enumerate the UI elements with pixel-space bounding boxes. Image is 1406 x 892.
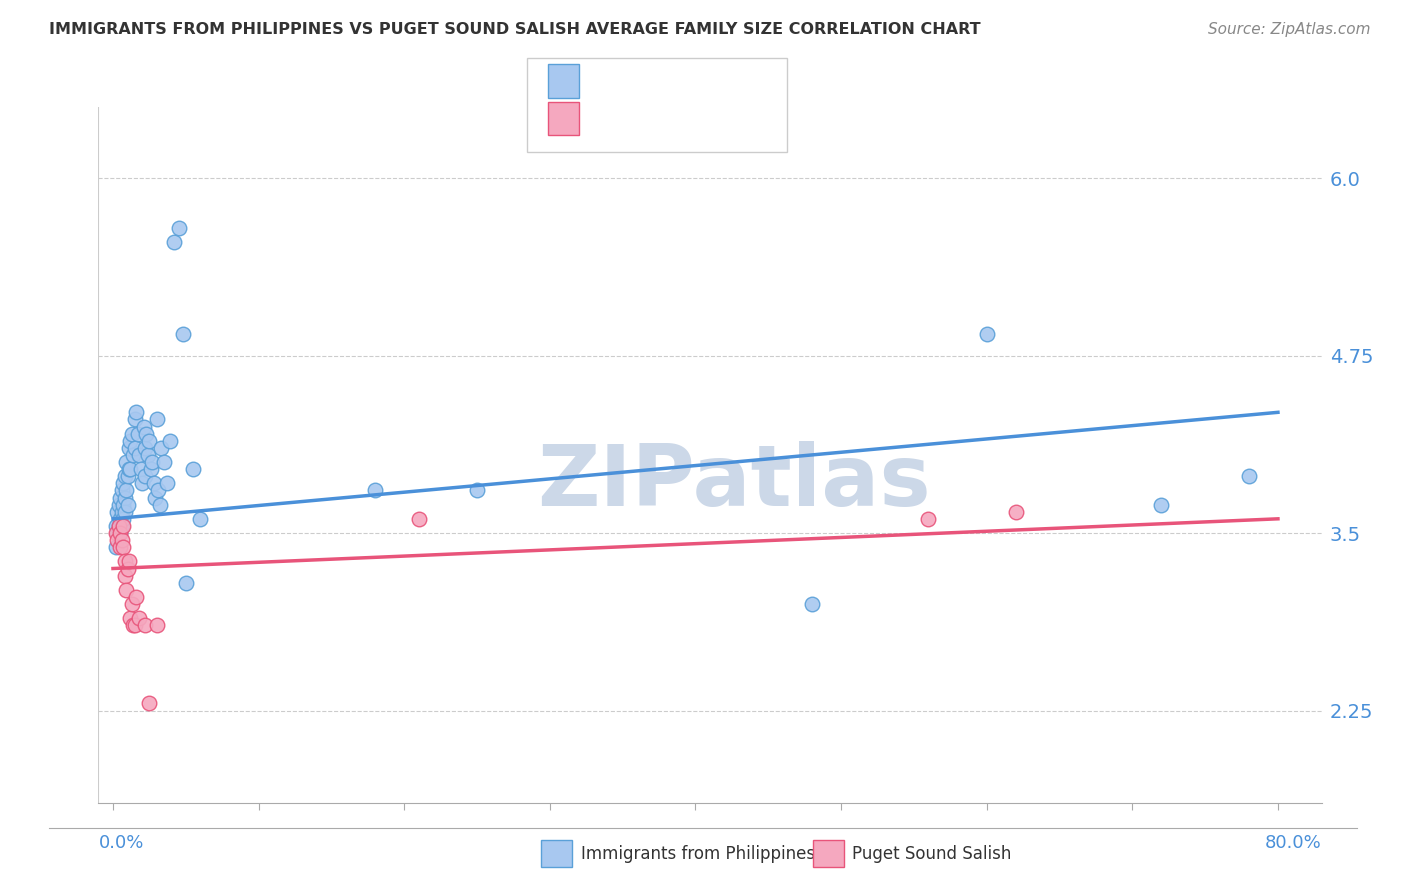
Point [110,526,132,541]
Point [159,434,181,448]
Point [114,554,136,568]
Point [167,220,190,235]
Text: R = 0.201   N = 64: R = 0.201 N = 64 [591,72,776,92]
Point [172,327,194,342]
Point [104,540,127,554]
Point [110,526,132,541]
Point [118,441,141,455]
Point [465,483,488,498]
Point [142,476,165,491]
Point [132,419,155,434]
Point [188,512,212,526]
Point [143,491,166,505]
Point [120,611,142,625]
Point [111,533,134,548]
Point [121,426,143,441]
Point [181,462,204,476]
Point [146,483,169,498]
Point [145,412,167,426]
Point [108,519,131,533]
Point [122,448,145,462]
Point [112,512,135,526]
Point [118,554,141,568]
Point [117,469,139,483]
Point [128,611,150,625]
Point [124,441,146,455]
Point [134,441,156,455]
Point [138,697,160,711]
Point [110,491,132,505]
Point [976,327,998,342]
Text: 0.0%: 0.0% [98,834,143,852]
Point [121,597,143,611]
Point [153,455,176,469]
Point [124,618,146,632]
Point [150,441,173,455]
Point [1150,498,1173,512]
Point [117,498,139,512]
Point [125,590,148,604]
Point [163,235,186,249]
Point [104,526,127,541]
Point [139,462,162,476]
Point [125,405,148,419]
Point [128,448,150,462]
Point [134,618,156,632]
Point [105,526,128,541]
Point [110,540,132,554]
Point [364,483,387,498]
Point [115,483,138,498]
Point [112,476,135,491]
Point [108,498,131,512]
Point [112,519,135,533]
Point [117,561,139,575]
Point [149,498,172,512]
Point [136,448,159,462]
Text: Immigrants from Philippines: Immigrants from Philippines [581,845,815,863]
Point [118,462,141,476]
Point [174,575,197,590]
Text: Source: ZipAtlas.com: Source: ZipAtlas.com [1208,22,1371,37]
Point [120,434,142,448]
Point [114,568,136,582]
Point [127,426,149,441]
Point [129,462,152,476]
Point [114,505,136,519]
Point [115,582,138,597]
Point [111,505,134,519]
Point [104,519,127,533]
Point [114,491,136,505]
Point [111,519,134,533]
Point [145,618,167,632]
Point [105,533,128,548]
Point [111,483,134,498]
Point [110,512,132,526]
Text: IMMIGRANTS FROM PHILIPPINES VS PUGET SOUND SALISH AVERAGE FAMILY SIZE CORRELATIO: IMMIGRANTS FROM PHILIPPINES VS PUGET SOU… [49,22,981,37]
Point [1004,505,1026,519]
Point [138,434,160,448]
Point [131,476,153,491]
Point [141,455,163,469]
Point [108,519,131,533]
Point [135,426,157,441]
Point [1237,469,1260,483]
Point [801,597,824,611]
Text: ZIPatlas: ZIPatlas [537,442,931,524]
Point [112,498,135,512]
Point [156,476,179,491]
Point [122,618,145,632]
Text: 80.0%: 80.0% [1265,834,1322,852]
Text: R = 0.299   N = 25: R = 0.299 N = 25 [591,110,776,129]
Point [124,412,146,426]
Point [408,512,430,526]
Point [112,540,135,554]
Point [105,505,128,519]
Point [115,455,138,469]
Point [120,462,142,476]
Point [917,512,939,526]
Text: Puget Sound Salish: Puget Sound Salish [852,845,1011,863]
Point [134,469,156,483]
Point [114,469,136,483]
